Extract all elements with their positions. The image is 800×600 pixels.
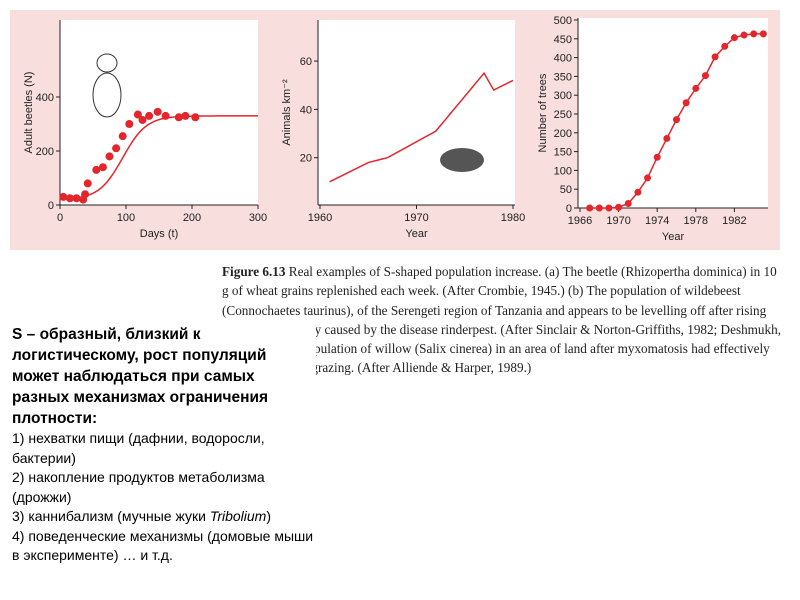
data-point [98, 163, 107, 172]
data-point [644, 174, 652, 182]
data-point [161, 111, 170, 120]
x-tick-label: 1970 [606, 215, 630, 227]
plot-area-c [578, 18, 768, 208]
data-point [65, 194, 74, 203]
beetle-illustration [92, 72, 122, 118]
data-point [595, 204, 603, 212]
text-box: S – образный, близкий к логистическому, … [12, 322, 316, 568]
data-point [133, 110, 142, 119]
y-tick-label: 400 [36, 92, 54, 104]
data-point [692, 84, 700, 92]
item-italic: Tribolium [209, 508, 267, 524]
y-axis-label: Adult beetles (N) [23, 72, 35, 154]
y-tick-label: 50 [560, 184, 572, 196]
x-tick-label: 1974 [645, 215, 669, 227]
data-point [740, 31, 748, 39]
data-line [329, 71, 514, 183]
y-tick-label: 400 [554, 53, 572, 65]
data-point [663, 134, 671, 142]
list-item: 1) нехватки пищи (дафнии, водоросли, бак… [12, 430, 265, 466]
heading: S – образный, близкий к логистическому, … [12, 326, 269, 427]
data-point [634, 188, 642, 196]
data-point [759, 30, 767, 38]
data-point [701, 72, 709, 80]
x-tick-label: 1978 [684, 215, 708, 227]
item-text: 3) каннибализм (мучные жуки [12, 508, 210, 524]
y-tick-label: 500 [554, 15, 572, 27]
fit-curve [59, 115, 258, 200]
data-point [145, 111, 154, 120]
data-point [750, 30, 758, 38]
y-tick-label: 60 [300, 56, 312, 68]
y-tick-label: 350 [554, 71, 572, 83]
data-point [711, 53, 719, 61]
data-point [673, 116, 680, 124]
list-item: 3) каннибализм (мучные жуки Tribolium) [12, 507, 316, 527]
x-tick-label: 1980 [501, 212, 525, 224]
y-tick-label: 250 [554, 109, 572, 121]
data-point [81, 190, 90, 199]
caption-figure-label: Figure 6.13 [222, 264, 286, 279]
y-tick-label: 450 [554, 34, 572, 46]
x-axis-label: Days (t) [140, 228, 179, 240]
y-axis-label: Animals km⁻² [281, 79, 293, 146]
beetle-illustration [96, 53, 118, 73]
y-tick-label: 40 [300, 104, 312, 116]
data-point [653, 153, 661, 161]
item-end: ) [266, 508, 272, 524]
x-tick-label: 100 [117, 212, 135, 224]
y-tick-label: 200 [36, 146, 54, 158]
data-point [181, 111, 190, 120]
wildebeest-illustration [440, 148, 484, 172]
data-point [174, 113, 183, 122]
data-point [721, 42, 729, 50]
y-tick-label: 0 [48, 200, 54, 212]
y-tick-label: 200 [554, 128, 572, 140]
x-tick-label: 1982 [722, 215, 746, 227]
data-point [191, 113, 200, 122]
data-point [118, 132, 127, 141]
y-tick-label: 0 [566, 203, 572, 215]
x-axis-label: Year [662, 231, 685, 243]
list-item: 4) поведенческие механизмы (домовые мыши… [12, 527, 314, 564]
y-axis-label: Number of trees [537, 73, 549, 152]
y-tick-label: 100 [554, 165, 572, 177]
x-axis-label: Year [405, 228, 428, 240]
y-tick-label: 300 [554, 90, 572, 102]
x-tick-label: 1970 [404, 212, 428, 224]
data-point [586, 204, 594, 212]
data-point [112, 144, 121, 153]
y-tick-label: 150 [554, 147, 572, 159]
plot-area-b [318, 20, 515, 205]
data-point [153, 107, 162, 116]
data-point [615, 203, 623, 211]
x-tick-label: 1966 [568, 215, 592, 227]
data-point [125, 120, 134, 128]
x-tick-label: 300 [249, 212, 267, 224]
data-point [624, 199, 632, 207]
data-point [682, 99, 690, 107]
x-tick-label: 1960 [308, 212, 332, 224]
data-point [59, 192, 68, 201]
x-tick-label: 0 [57, 212, 63, 224]
data-point [83, 179, 92, 188]
y-tick-label: 20 [300, 153, 312, 165]
data-point [105, 152, 114, 161]
list-item: 2) накопление продуктов метаболизма (дро… [12, 469, 265, 505]
data-point [92, 165, 101, 174]
data-point [730, 34, 738, 42]
data-point [72, 194, 81, 203]
x-tick-label: 200 [183, 212, 201, 224]
data-point [605, 204, 613, 212]
data-point [138, 115, 147, 124]
